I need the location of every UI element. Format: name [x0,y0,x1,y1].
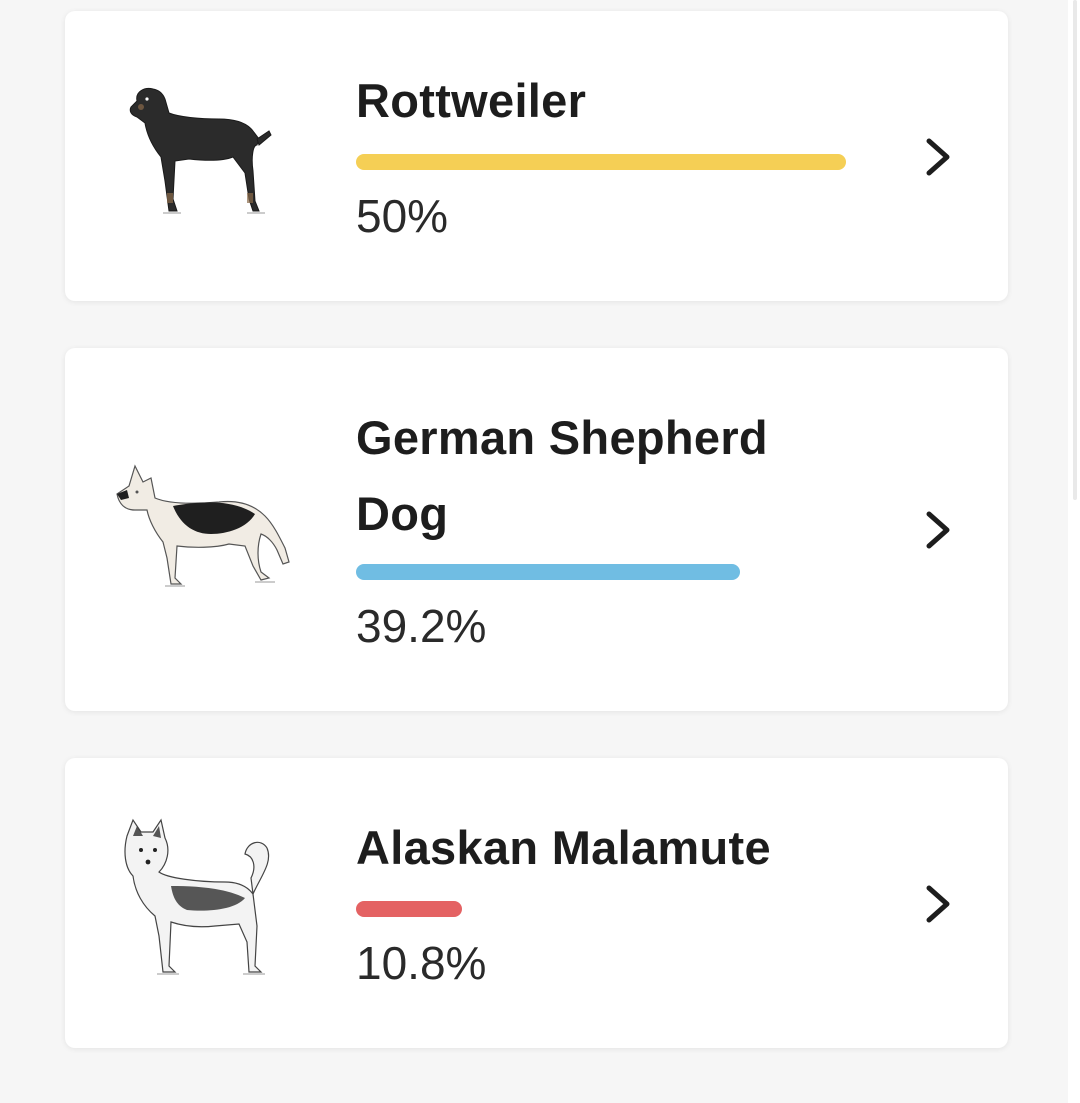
breed-card-german-shepherd-dog[interactable]: German Shepherd Dog 39.2% [65,348,1008,711]
breed-percentage-value: 39.2% [356,600,487,652]
chevron-right-icon[interactable] [923,135,953,179]
breed-card-alaskan-malamute[interactable]: Alaskan Malamute 10.8% [65,758,1008,1048]
breed-percentage-bar [356,564,846,580]
scrollbar-track[interactable] [1068,0,1080,1103]
breed-percentage-bar-fill [356,901,462,917]
breed-percentage-bar-fill [356,154,846,170]
rottweiler-illustration-icon [129,88,272,214]
breed-name: German Shepherd Dog [356,411,768,540]
german-shepherd-illustration-icon [116,464,290,587]
chevron-right-icon[interactable] [923,508,953,552]
breed-percentage-value: 50% [356,190,449,242]
breed-percentage-bar-fill [356,564,740,580]
breed-percentage-bar [356,901,846,917]
alaskan-malamute-illustration-icon [124,818,270,975]
chevron-right-icon[interactable] [923,882,953,926]
breed-percentage-bar [356,154,846,170]
breed-name: Alaskan Malamute [356,821,771,874]
breed-card-rottweiler[interactable]: Rottweiler 50% [65,11,1008,301]
breed-name: Rottweiler [356,74,587,127]
breed-percentage-value: 10.8% [356,937,487,989]
scrollbar-thumb[interactable] [1073,0,1077,500]
